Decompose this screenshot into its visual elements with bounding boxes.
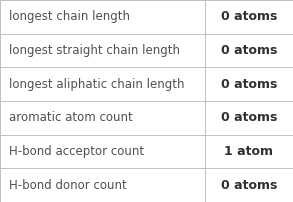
Text: 1 atom: 1 atom bbox=[224, 145, 273, 158]
Text: 0 atoms: 0 atoms bbox=[221, 111, 277, 124]
Text: longest chain length: longest chain length bbox=[9, 10, 130, 23]
Text: 0 atoms: 0 atoms bbox=[221, 44, 277, 57]
Text: 0 atoms: 0 atoms bbox=[221, 78, 277, 91]
Text: longest aliphatic chain length: longest aliphatic chain length bbox=[9, 78, 184, 91]
Text: 0 atoms: 0 atoms bbox=[221, 10, 277, 23]
Text: longest straight chain length: longest straight chain length bbox=[9, 44, 180, 57]
Text: aromatic atom count: aromatic atom count bbox=[9, 111, 132, 124]
Text: 0 atoms: 0 atoms bbox=[221, 179, 277, 192]
Text: H-bond acceptor count: H-bond acceptor count bbox=[9, 145, 144, 158]
Text: H-bond donor count: H-bond donor count bbox=[9, 179, 127, 192]
